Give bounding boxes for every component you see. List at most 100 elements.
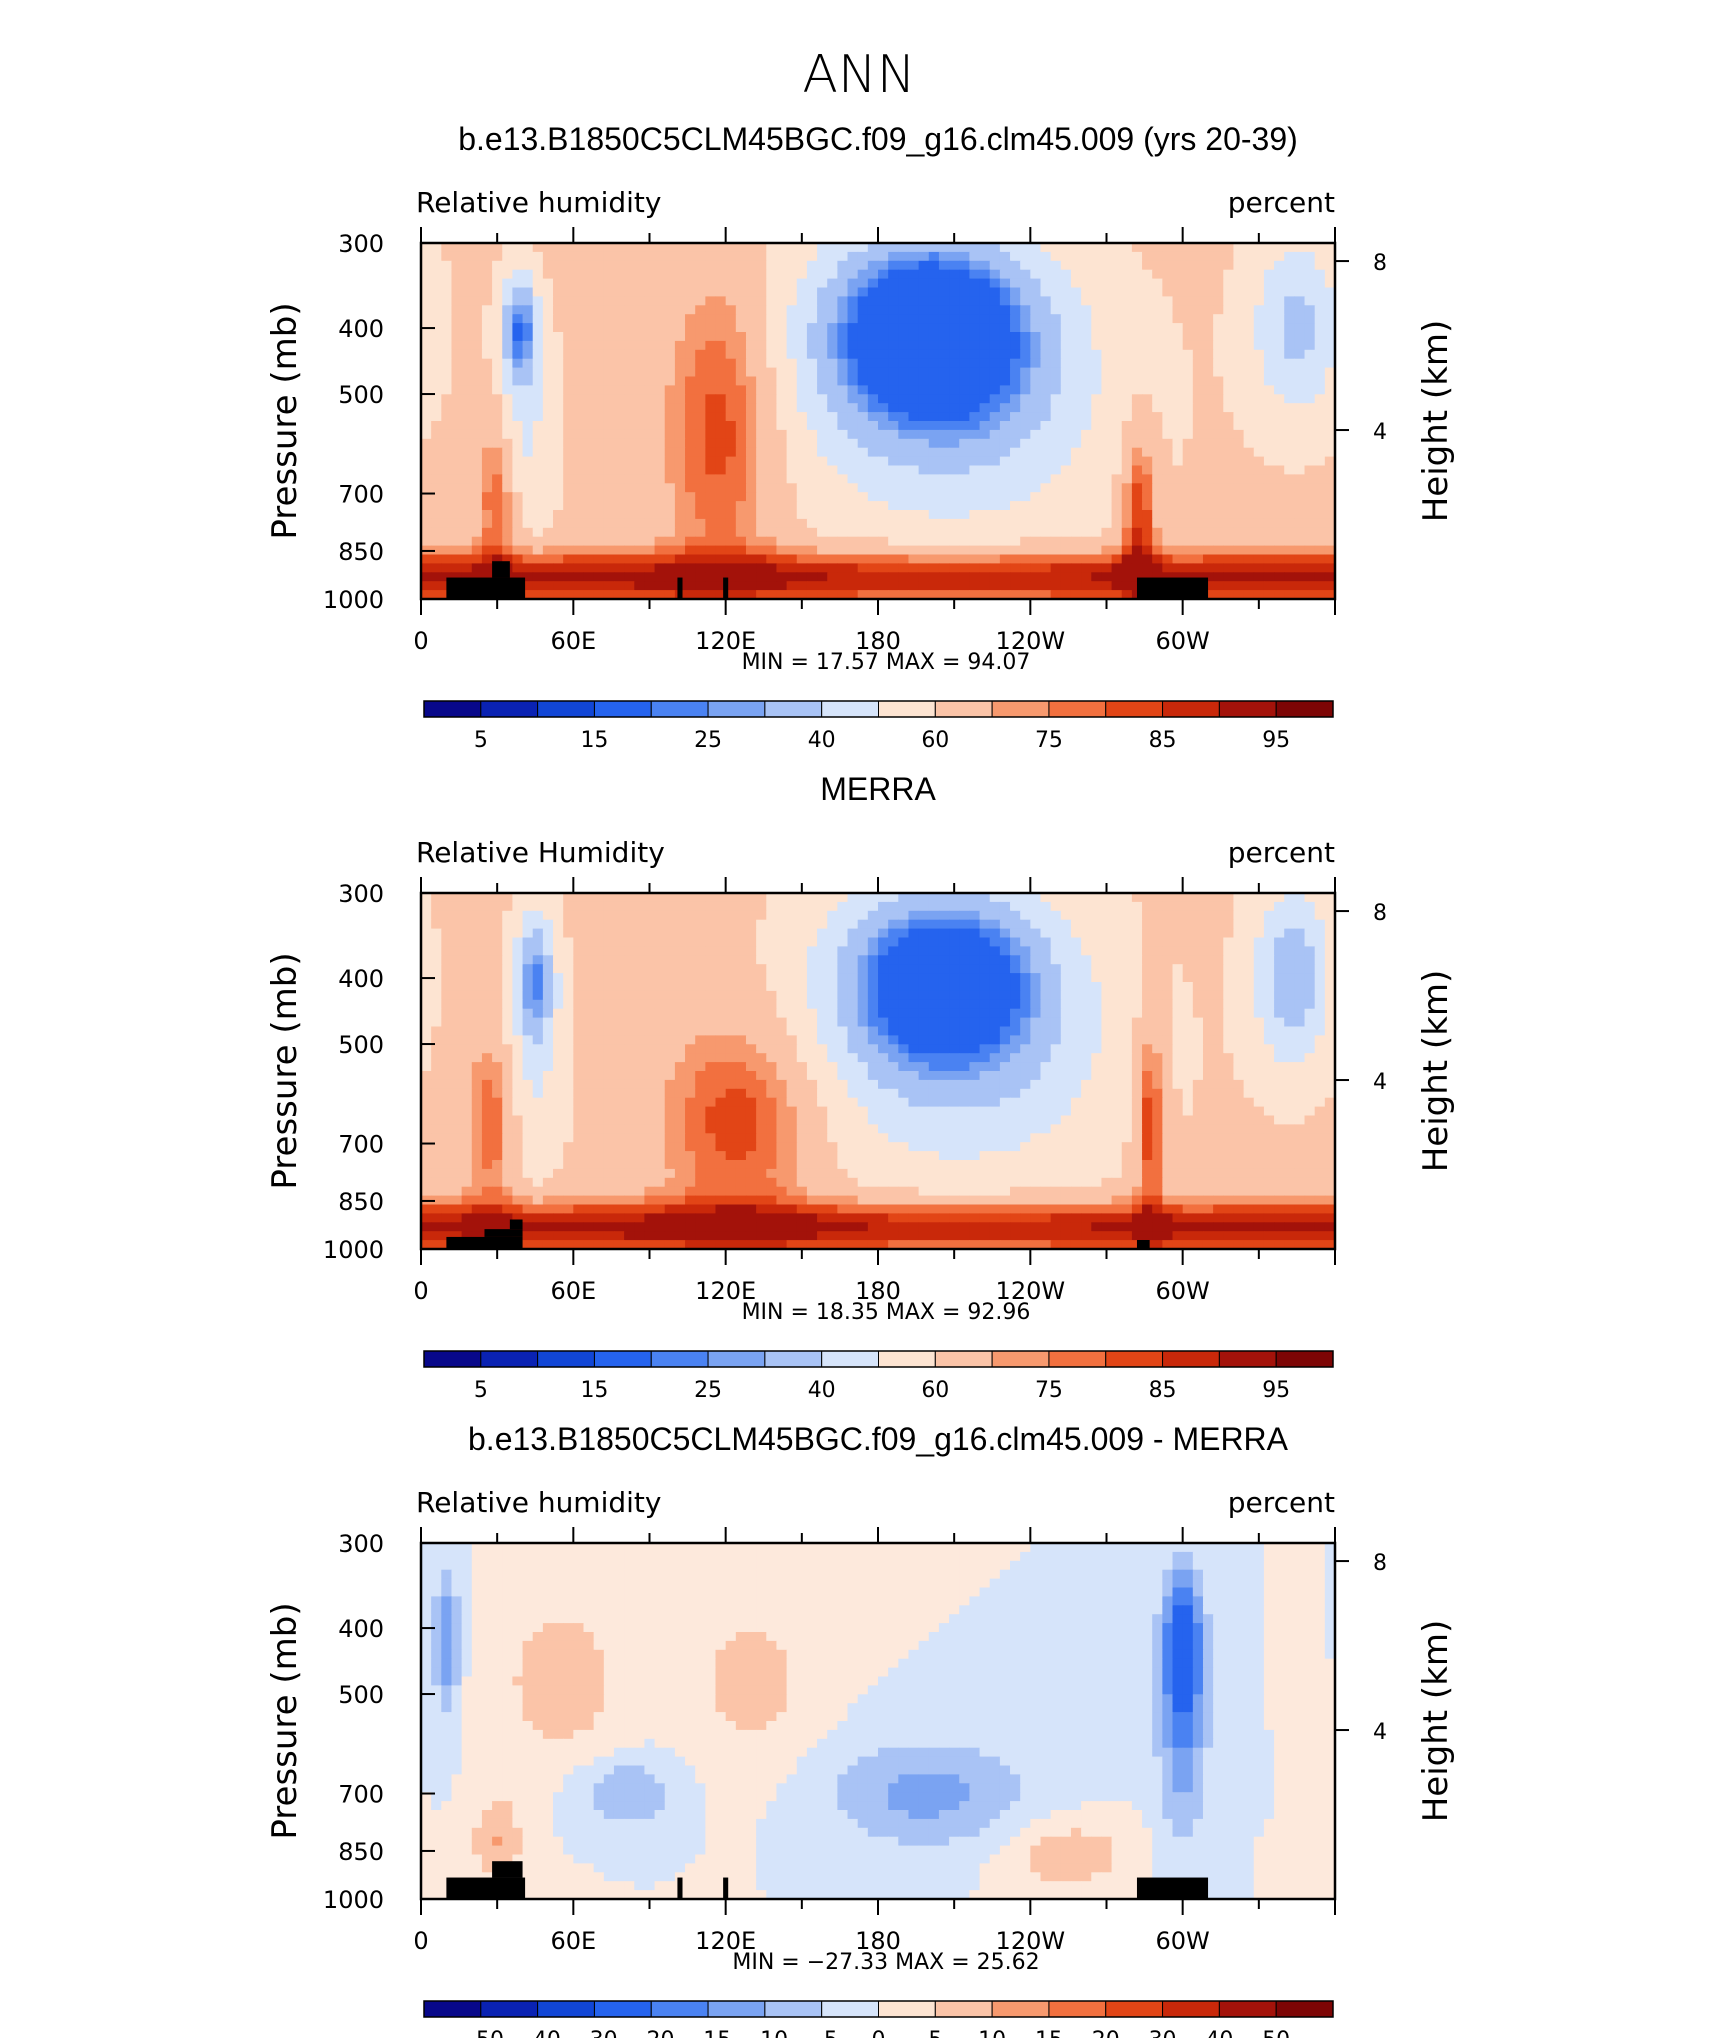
contour-cell bbox=[1315, 252, 1326, 262]
contour-cell bbox=[1061, 483, 1072, 493]
contour-cell bbox=[512, 332, 523, 342]
contour-cell bbox=[969, 1000, 980, 1010]
contour-cell bbox=[604, 483, 615, 493]
contour-cell bbox=[624, 279, 635, 289]
contour-cell bbox=[634, 314, 645, 324]
colorbar-label: 5 bbox=[474, 728, 488, 753]
contour-cell bbox=[1020, 359, 1031, 369]
contour-cell bbox=[695, 341, 706, 351]
contour-cell bbox=[797, 270, 808, 280]
contour-cell bbox=[1040, 261, 1051, 271]
contour-cell bbox=[848, 448, 859, 458]
contour-cell bbox=[888, 261, 899, 271]
contour-cell bbox=[1162, 359, 1173, 369]
contour-cell bbox=[533, 288, 544, 298]
contour-cell bbox=[634, 581, 645, 591]
contour-cell bbox=[1142, 350, 1153, 360]
contour-cell bbox=[1274, 288, 1285, 298]
contour-cell bbox=[523, 359, 534, 369]
contour-cell bbox=[614, 964, 625, 974]
contour-cell bbox=[1233, 964, 1244, 974]
contour-cell bbox=[1122, 929, 1133, 939]
contour-cell bbox=[827, 938, 838, 948]
contour-cell bbox=[990, 377, 1001, 387]
contour-cell bbox=[1244, 368, 1255, 378]
contour-cell bbox=[797, 279, 808, 289]
contour-cell bbox=[837, 546, 848, 556]
contour-cell bbox=[451, 893, 462, 903]
contour-cell bbox=[898, 528, 909, 538]
contour-cell bbox=[746, 323, 757, 333]
contour-cell bbox=[797, 466, 808, 476]
contour-cell bbox=[746, 973, 757, 983]
contour-cell bbox=[837, 394, 848, 404]
contour-cell bbox=[421, 946, 432, 956]
contour-cell bbox=[1071, 350, 1082, 360]
contour-cell bbox=[776, 359, 787, 369]
contour-cell bbox=[553, 430, 564, 440]
contour-cell bbox=[1081, 350, 1092, 360]
contour-cell bbox=[1091, 412, 1102, 422]
contour-cell bbox=[1193, 448, 1204, 458]
contour-cell bbox=[1030, 448, 1041, 458]
contour-cell bbox=[573, 412, 584, 422]
contour-cell bbox=[604, 929, 615, 939]
contour-cell bbox=[665, 563, 676, 573]
contour-cell bbox=[563, 902, 574, 912]
contour-cell bbox=[553, 341, 564, 351]
contour-cell bbox=[583, 305, 594, 315]
contour-cell bbox=[1081, 243, 1092, 253]
contour-cell bbox=[1020, 982, 1031, 992]
contour-cell bbox=[797, 323, 808, 333]
contour-cell bbox=[705, 581, 716, 591]
contour-cell bbox=[1305, 528, 1316, 538]
x-tick-label: 60E bbox=[550, 627, 596, 655]
contour-cell bbox=[980, 394, 991, 404]
contour-cell bbox=[441, 323, 452, 333]
contour-cell bbox=[594, 938, 605, 948]
contour-cell bbox=[1213, 421, 1224, 431]
contour-cell bbox=[776, 368, 787, 378]
contour-cell bbox=[1142, 537, 1153, 547]
contour-cell bbox=[959, 421, 970, 431]
contour-cell bbox=[1000, 991, 1011, 1001]
contour-cell bbox=[1244, 261, 1255, 271]
contour-cell bbox=[624, 430, 635, 440]
contour-cell bbox=[1193, 501, 1204, 511]
contour-cell bbox=[624, 394, 635, 404]
contour-cell bbox=[1071, 519, 1082, 529]
contour-cell bbox=[705, 394, 716, 404]
contour-cell bbox=[553, 492, 564, 502]
contour-cell bbox=[807, 448, 818, 458]
contour-cell bbox=[726, 474, 737, 484]
contour-cell bbox=[1101, 466, 1112, 476]
contour-cell bbox=[1264, 350, 1275, 360]
contour-cell bbox=[939, 1009, 950, 1019]
contour-cell bbox=[787, 501, 798, 511]
contour-cell bbox=[858, 261, 869, 271]
contour-cell bbox=[675, 510, 686, 520]
contour-cell bbox=[878, 991, 889, 1001]
contour-cell bbox=[807, 893, 818, 903]
contour-cell bbox=[949, 938, 960, 948]
contour-cell bbox=[624, 466, 635, 476]
contour-cell bbox=[787, 528, 798, 538]
contour-cell bbox=[604, 893, 615, 903]
contour-cell bbox=[1071, 332, 1082, 342]
contour-cell bbox=[1081, 359, 1092, 369]
contour-cell bbox=[949, 323, 960, 333]
contour-cell bbox=[1152, 270, 1163, 280]
contour-cell bbox=[776, 421, 787, 431]
contour-cell bbox=[939, 252, 950, 262]
contour-cell bbox=[421, 305, 432, 315]
contour-cell bbox=[1030, 1009, 1041, 1019]
contour-cell bbox=[644, 385, 655, 395]
contour-cell bbox=[634, 501, 645, 511]
contour-cell bbox=[523, 314, 534, 324]
contour-cell bbox=[766, 288, 777, 298]
contour-cell bbox=[533, 902, 544, 912]
contour-cell bbox=[1203, 243, 1214, 253]
contour-cell bbox=[1305, 946, 1316, 956]
contour-cell bbox=[1284, 1000, 1295, 1010]
contour-cell bbox=[634, 457, 645, 467]
